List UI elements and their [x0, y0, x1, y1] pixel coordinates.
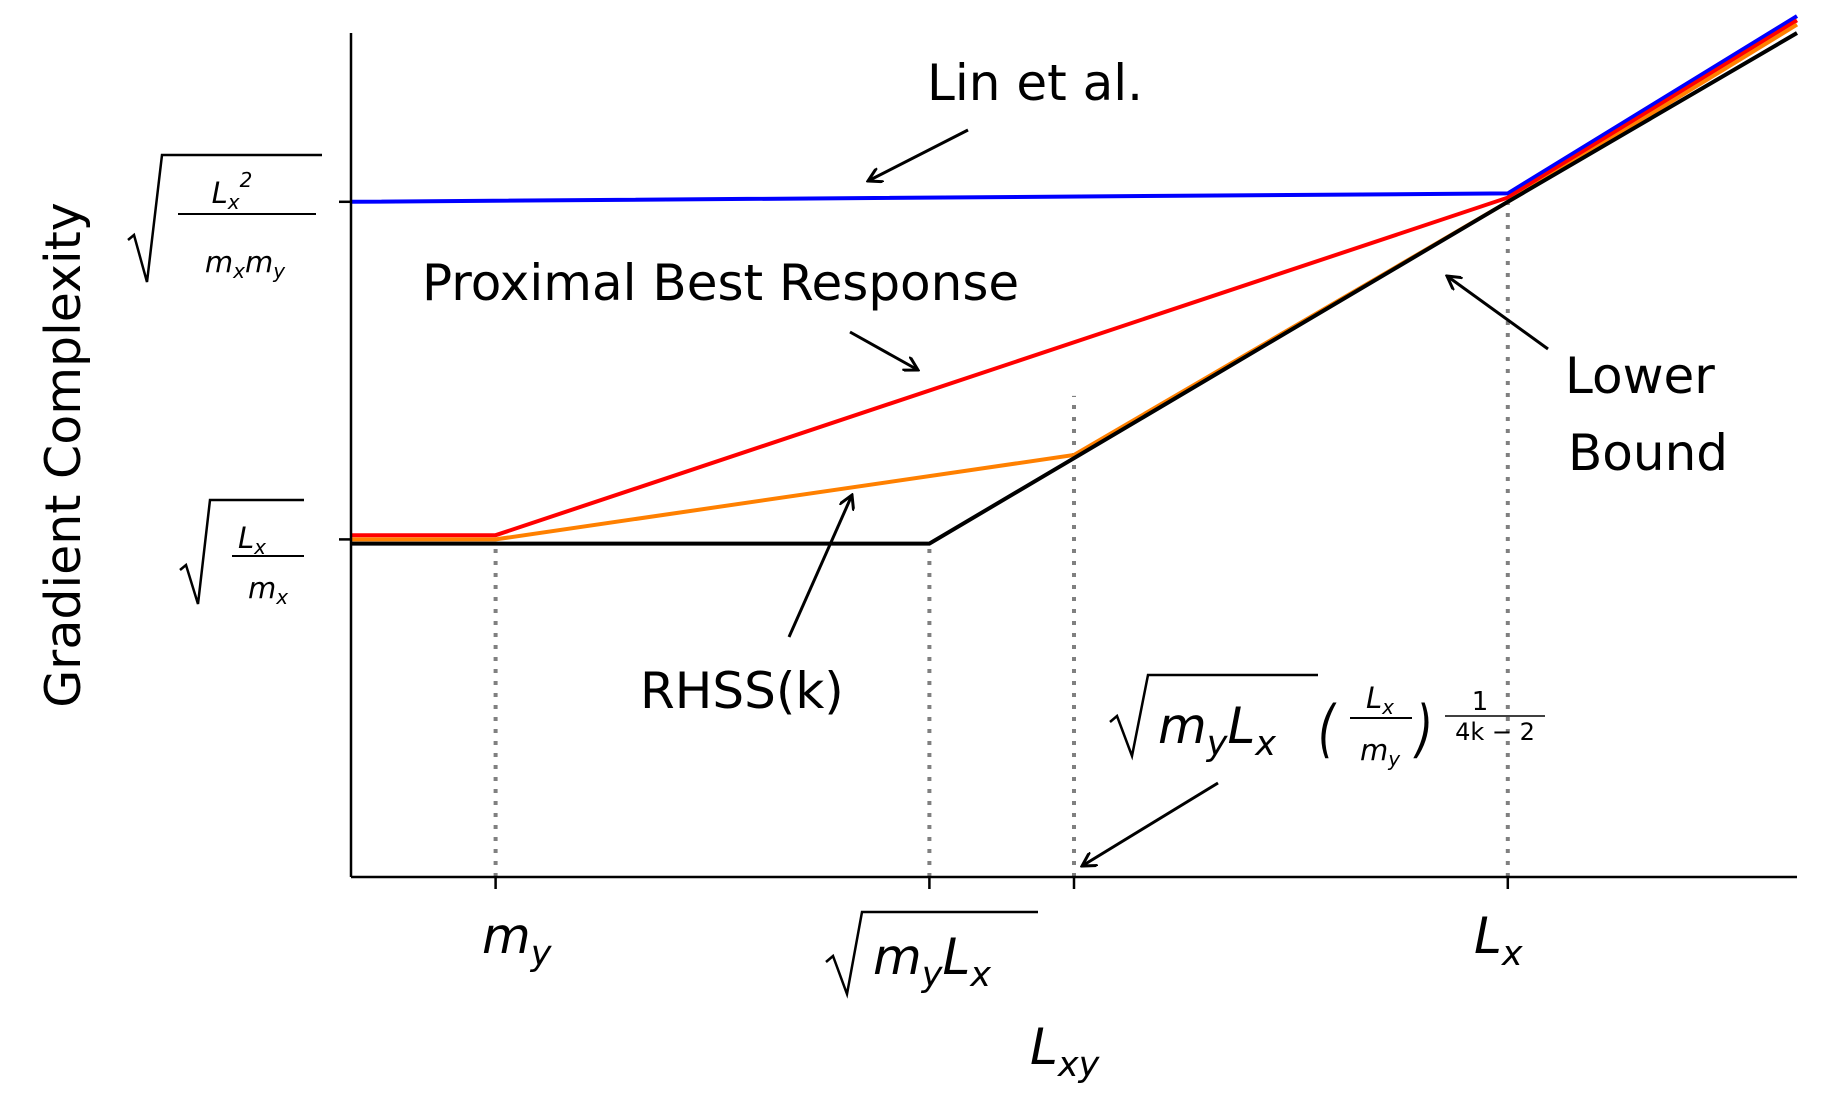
svg-text:Lx: Lx [1474, 907, 1523, 974]
svg-text:myLx: myLx [1158, 697, 1276, 764]
y-tick-label-lx-over-mx: Lx mx [179, 498, 304, 609]
series-line-lin-et-al [350, 14, 1799, 204]
reference-vlines [493, 201, 1510, 877]
annotation-kink-expression: myLx ( Lx my ) 1 4k − 2 [1109, 673, 1545, 771]
svg-text:Lx2: Lx2 [212, 168, 253, 214]
annotation-arrow-rhss [787, 495, 852, 638]
y-tick-label-lx2-over-mxmy: Lx2 mxmy [127, 153, 322, 283]
svg-text:Lx: Lx [238, 521, 266, 559]
svg-text:): ) [1413, 692, 1433, 765]
series-line-lower-bound [351, 31, 1799, 546]
series-line-proximal-best-response [351, 18, 1799, 538]
series-line-rhss [351, 22, 1799, 542]
annotation-proximal-best-response: Proximal Best Response [422, 254, 1019, 312]
svg-text:(: ( [1318, 692, 1337, 765]
svg-text:myLx: myLx [873, 928, 991, 995]
series-lines [350, 14, 1799, 546]
svg-text:4k − 2: 4k − 2 [1455, 718, 1535, 746]
svg-text:Lxy: Lxy [1030, 1018, 1101, 1085]
annotation-bound: Bound [1568, 424, 1728, 482]
svg-text:mx: mx [248, 571, 288, 609]
annotation-lower: Lower [1565, 347, 1715, 405]
x-axis-label: Lxy [1030, 1018, 1101, 1085]
annotation-arrow-kink [1082, 781, 1219, 866]
x-tick-label-my: my [482, 907, 553, 974]
x-tick-label-sqrt-my-lx: myLx [825, 910, 1038, 999]
annotation-arrow-pbr [849, 330, 918, 370]
x-tick-label-lx: Lx [1474, 907, 1523, 974]
annotation-lin-et-al: Lin et al. [927, 54, 1143, 112]
svg-text:my: my [482, 907, 553, 974]
svg-text:my: my [1360, 733, 1401, 771]
annotation-rhss: RHSS(k) [640, 662, 844, 720]
svg-text:Lx: Lx [1366, 681, 1394, 719]
svg-text:1: 1 [1472, 687, 1489, 717]
y-axis-label: Gradient Complexity [35, 202, 92, 708]
svg-text:mxmy: mxmy [205, 245, 286, 283]
annotation-arrow-lower-bound [1447, 276, 1549, 351]
axis-ticks [339, 200, 1510, 889]
annotation-arrow-lin-et-al [868, 128, 969, 181]
